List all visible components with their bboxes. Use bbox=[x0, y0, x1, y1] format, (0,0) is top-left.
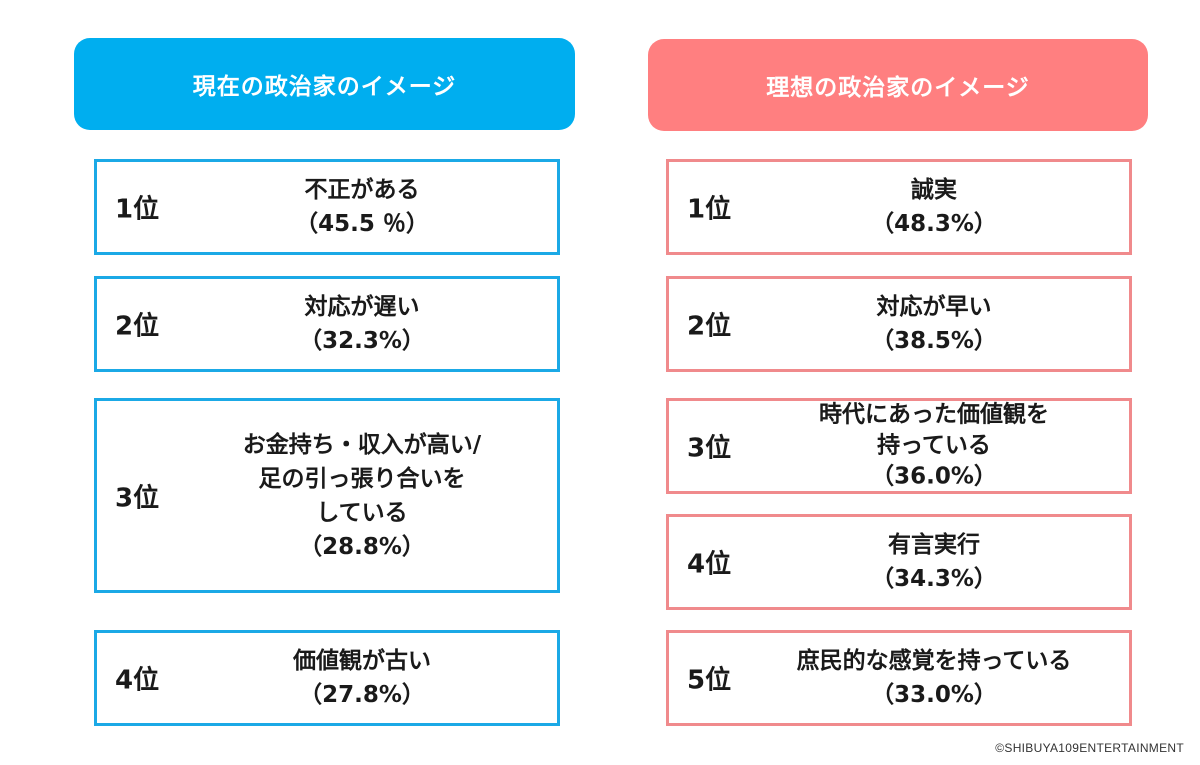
rank-text: 庶民的な感覚を持っている （33.0%） bbox=[669, 644, 1129, 712]
rank-text: 対応が遅い （32.3%） bbox=[97, 290, 557, 358]
rank-percent: （36.0%） bbox=[871, 463, 997, 490]
rank-text: 不正がある （45.5 ％） bbox=[97, 173, 557, 241]
rank-label: 3位 bbox=[115, 483, 160, 513]
rank-text-line: している bbox=[316, 499, 408, 526]
current-rank-1-card: 1位 不正がある （45.5 ％） bbox=[94, 159, 560, 255]
ideal-rank-1-card: 1位 誠実 （48.3%） bbox=[666, 159, 1132, 255]
rank-percent: （38.5%） bbox=[871, 328, 997, 354]
rank-text-line: 持っている bbox=[877, 432, 991, 459]
current-rank-4-card: 4位 価値観が古い （27.8%） bbox=[94, 630, 560, 726]
rank-text-line: 庶民的な感覚を持っている bbox=[796, 648, 1072, 674]
current-rank-3-card: 3位 お金持ち・収入が高い/ 足の引っ張り合いを している （28.8%） bbox=[94, 398, 560, 593]
rank-text-line: 時代にあった価値観を bbox=[819, 401, 1049, 428]
rank-percent: （33.0%） bbox=[871, 682, 997, 708]
rank-label: 4位 bbox=[115, 665, 160, 696]
rank-text-line: お金持ち・収入が高い/ bbox=[242, 431, 482, 458]
rank-text-line: 有言実行 bbox=[888, 532, 980, 558]
rank-label: 4位 bbox=[687, 549, 732, 580]
rank-text-line: 対応が遅い bbox=[304, 294, 420, 320]
ideal-image-title: 理想の政治家のイメージ bbox=[766, 75, 1030, 101]
rank-label: 3位 bbox=[687, 433, 732, 464]
rank-percent: （45.5 ％） bbox=[295, 211, 429, 237]
copyright-notice: ©SHIBUYA109ENTERTAINMENT bbox=[995, 741, 1184, 755]
rank-text-line: 誠実 bbox=[911, 177, 957, 203]
rank-text-line: 対応が早い bbox=[876, 294, 992, 320]
rank-text: 誠実 （48.3%） bbox=[669, 173, 1129, 241]
rank-label: 1位 bbox=[687, 194, 732, 225]
rank-text: お金持ち・収入が高い/ 足の引っ張り合いを している （28.8%） bbox=[97, 428, 557, 564]
rank-text: 価値観が古い （27.8%） bbox=[97, 644, 557, 712]
ideal-rank-5-card: 5位 庶民的な感覚を持っている （33.0%） bbox=[666, 630, 1132, 726]
ideal-rank-4-card: 4位 有言実行 （34.3%） bbox=[666, 514, 1132, 610]
rank-percent: （48.3%） bbox=[871, 211, 997, 237]
rank-text-line: 不正がある bbox=[304, 177, 420, 203]
rank-text-line: 価値観が古い bbox=[293, 648, 431, 674]
rank-label: 1位 bbox=[115, 194, 160, 225]
rank-label: 2位 bbox=[115, 311, 160, 342]
rank-text-line: 足の引っ張り合いを bbox=[258, 465, 466, 492]
rank-label: 5位 bbox=[687, 665, 732, 696]
ideal-rank-2-card: 2位 対応が早い （38.5%） bbox=[666, 276, 1132, 372]
rank-percent: （27.8%） bbox=[299, 682, 425, 708]
rank-text: 時代にあった価値観を 持っている （36.0%） bbox=[669, 400, 1129, 493]
rank-percent: （34.3%） bbox=[871, 566, 997, 592]
rank-label: 2位 bbox=[687, 311, 732, 342]
ideal-image-header: 理想の政治家のイメージ bbox=[648, 39, 1148, 131]
current-image-header: 現在の政治家のイメージ bbox=[74, 38, 575, 130]
rank-percent: （28.8%） bbox=[299, 533, 425, 560]
current-rank-2-card: 2位 対応が遅い （32.3%） bbox=[94, 276, 560, 372]
rank-text: 対応が早い （38.5%） bbox=[669, 290, 1129, 358]
current-image-title: 現在の政治家のイメージ bbox=[192, 74, 457, 100]
rank-percent: （32.3%） bbox=[299, 328, 425, 354]
ideal-rank-3-card: 3位 時代にあった価値観を 持っている （36.0%） bbox=[666, 398, 1132, 494]
rank-text: 有言実行 （34.3%） bbox=[669, 528, 1129, 596]
